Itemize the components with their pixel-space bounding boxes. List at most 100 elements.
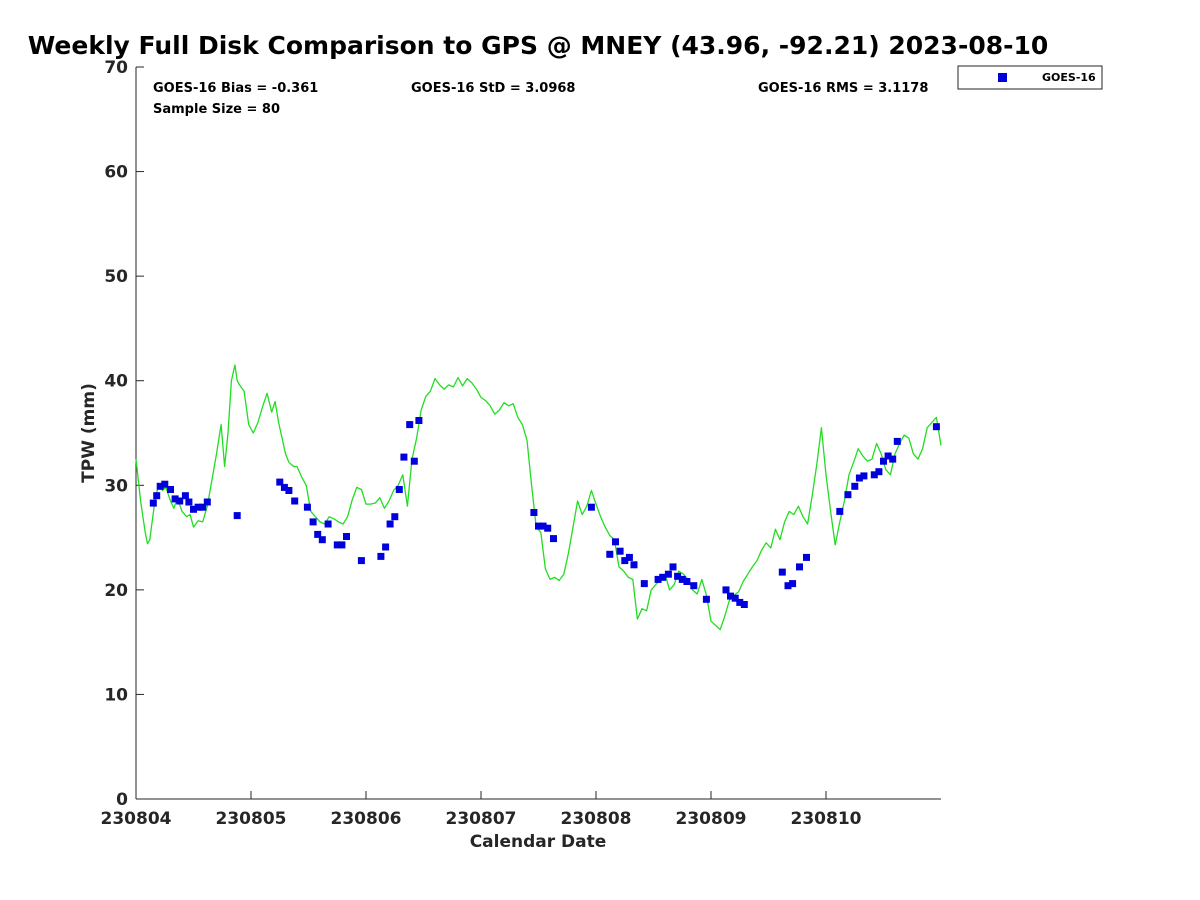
goes16-point: [625, 553, 633, 561]
goes16-point: [803, 553, 810, 561]
goes16-point: [630, 561, 638, 569]
goes16-point: [669, 563, 677, 571]
y-axis-label: TPW (mm): [79, 383, 99, 483]
goes16-point: [377, 552, 385, 560]
goes16-point: [870, 471, 878, 479]
x-tick-label: 230804: [101, 809, 172, 829]
goes16-point: [194, 503, 202, 511]
x-axis-label: Calendar Date: [470, 832, 607, 852]
goes16-point: [415, 417, 423, 424]
goes16-point: [880, 457, 887, 465]
goes16-point: [203, 498, 211, 506]
goes16-point: [156, 482, 164, 490]
goes16-point: [893, 437, 901, 445]
goes16-point: [889, 455, 897, 463]
goes16-point: [153, 492, 161, 500]
goes16-point: [778, 568, 786, 576]
goes16-point: [674, 572, 682, 580]
goes16-point: [185, 498, 193, 506]
goes16-point: [291, 497, 299, 505]
goes16-point: [550, 535, 557, 543]
goes16-point: [727, 592, 734, 600]
goes16-point: [544, 524, 552, 532]
goes16-point: [851, 482, 859, 490]
goes16-point: [285, 487, 293, 494]
goes16-point: [884, 452, 892, 460]
goes16-point: [784, 582, 792, 590]
goes16-point: [314, 530, 322, 538]
goes16-point: [587, 503, 595, 511]
goes16-point: [678, 575, 686, 583]
x-tick-label: 230806: [331, 809, 402, 829]
goes16-point: [280, 483, 288, 491]
goes16-point: [731, 594, 739, 602]
y-tick-label: 40: [104, 372, 128, 392]
goes16-point: [860, 472, 868, 480]
goes16-point: [530, 509, 538, 516]
y-tick-label: 70: [104, 58, 128, 78]
rms-stat: GOES-16 RMS = 3.1178: [758, 81, 928, 96]
goes16-point: [702, 595, 710, 603]
gps-series: [135, 364, 942, 631]
goes16-point: [233, 512, 241, 520]
x-ticks: 230804 230805 230806 230807 230808 230809 2308…: [101, 791, 862, 829]
plot-frame: [136, 67, 941, 799]
goes16-point: [343, 533, 350, 540]
goes16-point: [690, 582, 698, 590]
goes16-point: [844, 491, 852, 499]
x-tick-label: 230810: [791, 809, 862, 829]
goes16-point: [324, 520, 332, 528]
y-tick-label: 60: [104, 163, 128, 183]
x-tick-label: 230809: [676, 809, 747, 829]
goes16-point: [722, 586, 730, 594]
goes16-point: [303, 503, 311, 511]
goes16-point: [167, 486, 174, 493]
goes16-point: [181, 492, 189, 500]
y-tick-label: 10: [104, 685, 128, 705]
goes16-point: [410, 457, 418, 465]
goes16-series: [149, 417, 940, 608]
goes16-point: [171, 495, 179, 503]
goes16-point: [836, 507, 844, 515]
goes16-point: [391, 513, 399, 521]
goes16-point: [382, 543, 390, 551]
goes16-point: [406, 421, 414, 429]
y-tick-label: 0: [116, 790, 128, 810]
plot-area: 0 10 20 30 40 50 60 70 230804 230805 230806 230807…: [101, 58, 942, 829]
chart-title: Weekly Full Disk Comparison to GPS @ MNE…: [28, 31, 1049, 60]
goes16-point: [199, 503, 207, 511]
goes16-point: [309, 518, 317, 526]
legend-box: [957, 65, 1103, 90]
x-tick-label: 230807: [446, 809, 517, 829]
goes16-point: [616, 547, 624, 555]
goes16-point: [338, 541, 346, 549]
goes16-point: [740, 601, 748, 608]
goes16-point: [640, 580, 648, 588]
goes16-point: [149, 499, 157, 507]
goes16-point: [875, 468, 883, 476]
goes16-point: [932, 423, 940, 431]
goes16-point: [395, 486, 403, 493]
x-tick-label: 230808: [561, 809, 632, 829]
goes16-point: [176, 497, 184, 505]
legend-label: GOES-16: [1042, 71, 1096, 84]
goes16-point: [190, 505, 197, 513]
x-tick-label: 230805: [216, 809, 287, 829]
goes16-point: [276, 478, 284, 486]
goes16-point: [333, 541, 341, 549]
sample-size-stat: Sample Size = 80: [153, 102, 280, 117]
goes16-point: [796, 563, 803, 571]
bias-stat: GOES-16 Bias = -0.361: [153, 81, 318, 96]
goes16-point: [400, 453, 408, 461]
goes16-point: [659, 573, 667, 581]
goes16-point: [161, 480, 169, 488]
goes16-point: [357, 557, 365, 565]
goes16-point: [386, 520, 394, 528]
y-tick-label: 20: [104, 581, 128, 601]
goes16-point: [535, 522, 542, 530]
goes16-point: [654, 575, 662, 583]
y-ticks: 0 10 20 30 40 50 60 70: [104, 58, 144, 810]
y-tick-label: 50: [104, 267, 128, 287]
goes16-point: [736, 598, 744, 606]
